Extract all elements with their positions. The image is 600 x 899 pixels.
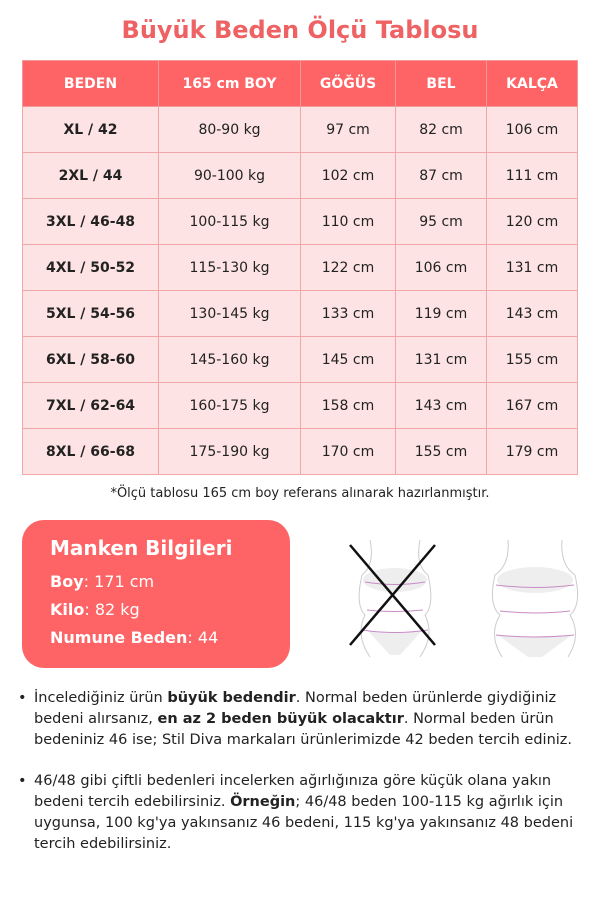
table-cell: 131 cm xyxy=(395,336,487,383)
col-header: KALÇA xyxy=(486,60,578,107)
footnote: *Ölçü tablosu 165 cm boy referans alınar… xyxy=(110,486,490,501)
value: : 44 xyxy=(187,628,219,647)
size-table: BEDEN 165 cm BOY GÖĞÜS BEL KALÇA XL / 42… xyxy=(22,60,578,475)
table-cell: 7XL / 62-64 xyxy=(22,382,159,429)
table-row: 2XL / 44 90-100 kg 102 cm 87 cm 111 cm xyxy=(22,152,578,199)
table-row: 7XL / 62-64 160-175 kg 158 cm 143 cm 167 cm xyxy=(22,382,578,429)
table-cell: 102 cm xyxy=(300,152,396,199)
table-cell: 110 cm xyxy=(300,198,396,245)
table-cell: 2XL / 44 xyxy=(22,152,159,199)
table-row: 8XL / 66-68 175-190 kg 170 cm 155 cm 179 cm xyxy=(22,428,578,475)
table-cell: 155 cm xyxy=(486,336,578,383)
table-cell: 145 cm xyxy=(300,336,396,383)
page-title: Büyük Beden Ölçü Tablosu xyxy=(121,16,479,44)
model-info-title: Manken Bilgileri xyxy=(50,536,233,560)
table-cell: 167 cm xyxy=(486,382,578,429)
table-cell: 133 cm xyxy=(300,290,396,337)
table-header: BEDEN 165 cm BOY GÖĞÜS BEL KALÇA xyxy=(22,60,578,107)
col-header: 165 cm BOY xyxy=(158,60,301,107)
table-cell: 119 cm xyxy=(395,290,487,337)
table-cell: 131 cm xyxy=(486,244,578,291)
value: : 82 kg xyxy=(84,600,140,619)
info-list: İncelediğiniz ürün büyük bedendir. Norma… xyxy=(18,688,588,875)
value: : 171 cm xyxy=(83,572,155,591)
table-cell: 160-175 kg xyxy=(158,382,301,429)
table-cell: 145-160 kg xyxy=(158,336,301,383)
label: Numune Beden xyxy=(50,628,188,647)
list-item: İncelediğiniz ürün büyük bedendir. Norma… xyxy=(18,688,588,751)
table-cell: 82 cm xyxy=(395,106,487,153)
table-row: 6XL / 58-60 145-160 kg 145 cm 131 cm 155 cm xyxy=(22,336,578,383)
correct-fit-body-illustration xyxy=(491,539,579,658)
table-row: 3XL / 46-48 100-115 kg 110 cm 95 cm 120 cm xyxy=(22,198,578,245)
table-cell: 122 cm xyxy=(300,244,396,291)
table-cell: 5XL / 54-56 xyxy=(22,290,159,337)
label: Boy xyxy=(50,572,84,591)
table-cell: 179 cm xyxy=(486,428,578,475)
table-cell: 100-115 kg xyxy=(158,198,301,245)
table-cell: 130-145 kg xyxy=(158,290,301,337)
table-cell: 170 cm xyxy=(300,428,396,475)
table-cell: 115-130 kg xyxy=(158,244,301,291)
table-cell: 87 cm xyxy=(395,152,487,199)
table-cell: 8XL / 66-68 xyxy=(22,428,159,475)
table-cell: 90-100 kg xyxy=(158,152,301,199)
table-row: 4XL / 50-52 115-130 kg 122 cm 106 cm 131 cm xyxy=(22,244,578,291)
table-cell: 155 cm xyxy=(395,428,487,475)
table-cell: 111 cm xyxy=(486,152,578,199)
table-cell: 6XL / 58-60 xyxy=(22,336,159,383)
label: Kilo xyxy=(50,600,85,619)
model-info-card: Manken Bilgileri Boy: 171 cm Kilo: 82 kg… xyxy=(22,520,290,668)
table-cell: 95 cm xyxy=(395,198,487,245)
table-row: XL / 42 80-90 kg 97 cm 82 cm 106 cm xyxy=(22,106,578,153)
table-cell: 143 cm xyxy=(395,382,487,429)
table-cell: 158 cm xyxy=(300,382,396,429)
table-cell: 106 cm xyxy=(395,244,487,291)
wrong-fit-body-illustration xyxy=(349,539,436,658)
table-cell: 97 cm xyxy=(300,106,396,153)
col-header: BEDEN xyxy=(22,60,159,107)
table-cell: 80-90 kg xyxy=(158,106,301,153)
table-cell: 143 cm xyxy=(486,290,578,337)
table-cell: 120 cm xyxy=(486,198,578,245)
cross-icon xyxy=(349,544,436,646)
table-cell: XL / 42 xyxy=(22,106,159,153)
table-cell: 175-190 kg xyxy=(158,428,301,475)
list-item: 46/48 gibi çiftli bedenleri incelerken a… xyxy=(18,771,588,855)
col-header: BEL xyxy=(395,60,487,107)
table-cell: 106 cm xyxy=(486,106,578,153)
table-cell: 3XL / 46-48 xyxy=(22,198,159,245)
table-row: 5XL / 54-56 130-145 kg 133 cm 119 cm 143 cm xyxy=(22,290,578,337)
table-cell: 4XL / 50-52 xyxy=(22,244,159,291)
col-header: GÖĞÜS xyxy=(300,60,396,107)
